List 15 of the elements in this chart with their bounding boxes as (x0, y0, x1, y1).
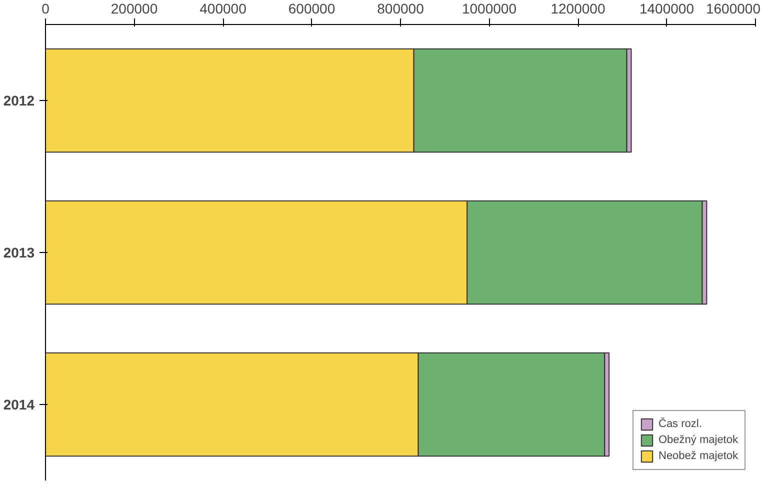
legend-label: Obežný majetok (658, 434, 738, 446)
x-tick-label: 0 (42, 0, 50, 16)
y-tick-label: 2014 (3, 396, 35, 412)
x-tick-label: 600000 (288, 0, 336, 16)
legend-label: Čas rozl. (658, 418, 702, 430)
x-tick-label: 800000 (377, 0, 424, 16)
x-tick-label: 1600000 (706, 0, 761, 16)
y-tick-label: 2012 (3, 92, 35, 108)
y-tick-label: 2013 (3, 244, 35, 260)
x-tick-label: 1200000 (550, 0, 606, 16)
x-tick-label: 200000 (110, 0, 158, 16)
x-tick-label: 400000 (200, 0, 247, 16)
legend-label: Neobež majetok (658, 450, 738, 462)
x-tick-label: 1400000 (640, 0, 694, 16)
x-tick-label: 1000000 (462, 0, 517, 16)
